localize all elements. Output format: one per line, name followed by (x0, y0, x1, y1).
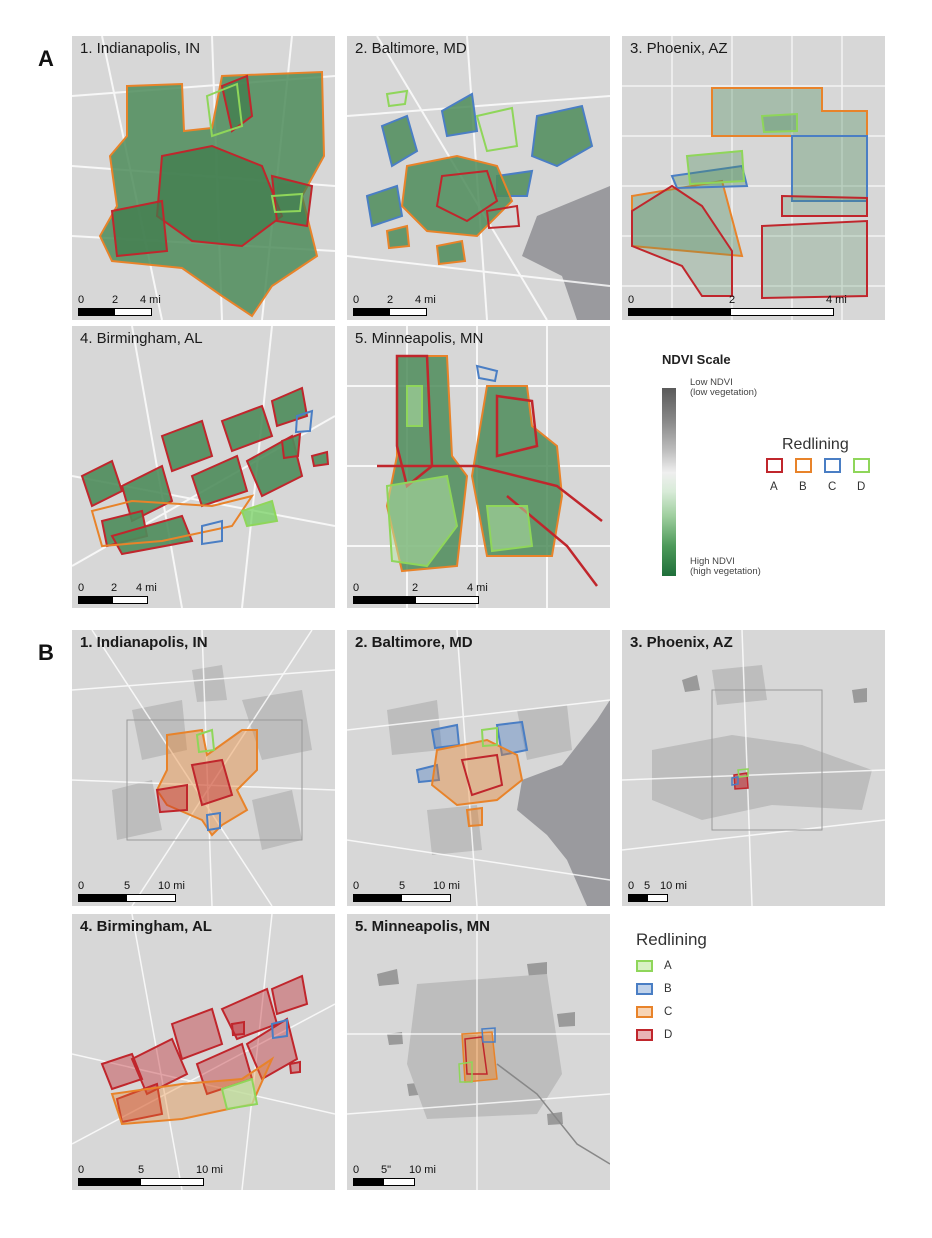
map-a4-scale-bar: 0 2 4 mi (78, 582, 157, 604)
scale-tick: 2 (412, 582, 419, 594)
scale-tick: 5 (138, 1164, 145, 1176)
legend-b-swatch-b (636, 983, 653, 995)
ndvi-high-label: High NDVI (high vegetation) (690, 557, 761, 577)
scale-tick: 0 (78, 880, 85, 892)
ndvi-high-line1: High NDVI (690, 556, 735, 567)
scale-tick: 2 (729, 294, 736, 306)
map-b2-title: 2. Baltimore, MD (355, 634, 473, 651)
map-a-phoenix-canvas (622, 36, 885, 320)
legend-a-label-b: B (799, 481, 807, 493)
map-a1-scale-bar: 0 2 4 mi (78, 294, 161, 316)
legend-a-label-d: D (857, 481, 866, 493)
scale-tick: 4 mi (140, 294, 161, 306)
scale-tick: 4 mi (467, 582, 488, 594)
map-a-minneapolis: 5. Minneapolis, MN 0 2 4 mi (347, 326, 610, 608)
legend-a-swatch-d (853, 458, 870, 473)
scale-tick: 2 (387, 294, 394, 306)
map-a4-title: 4. Birmingham, AL (80, 330, 203, 347)
map-b-baltimore-canvas (347, 630, 610, 906)
map-b-indianapolis: 1. Indianapolis, IN 0 5 10 mi (72, 630, 335, 906)
map-b-baltimore: 2. Baltimore, MD 0 5 10 mi (347, 630, 610, 906)
ndvi-low-line2: (low vegetation) (690, 387, 758, 398)
map-b4-scale-bar: 0 5 10 mi (78, 1164, 223, 1186)
scale-tick: 10 mi (433, 880, 460, 892)
legend-b-swatch-d (636, 1029, 653, 1041)
map-b-indianapolis-canvas (72, 630, 335, 906)
map-b-minneapolis-canvas (347, 914, 610, 1190)
ndvi-high-line2: (high vegetation) (690, 566, 761, 577)
map-a-indianapolis-canvas (72, 36, 335, 320)
map-b2-scale-bar: 0 5 10 mi (353, 880, 460, 902)
scale-tick: 0 (78, 294, 85, 306)
scale-tick: 0 (353, 1164, 360, 1176)
map-b5-title: 5. Minneapolis, MN (355, 918, 491, 935)
map-a3-scale-bar: 0 2 4 mi (628, 294, 847, 316)
legend-a-swatch-b (795, 458, 812, 473)
scale-tick: 10 mi (660, 880, 687, 892)
map-a-baltimore: 2. Baltimore, MD 0 2 4 mi (347, 36, 610, 320)
map-b-birmingham-canvas (72, 914, 335, 1190)
scale-tick: 10 mi (409, 1164, 436, 1176)
legend-a-redlining-title: Redlining (782, 436, 849, 453)
legend-a-label-a: A (770, 481, 778, 493)
map-b5-scale-bar: 0 5" 10 mi (353, 1164, 436, 1186)
legend-b-swatch-c (636, 1006, 653, 1018)
map-a-baltimore-canvas (347, 36, 610, 320)
map-a5-scale-bar: 0 2 4 mi (353, 582, 488, 604)
legend-b-swatch-a (636, 960, 653, 972)
ndvi-low-label: Low NDVI (low vegetation) (690, 378, 757, 398)
ndvi-color-ramp (662, 388, 676, 576)
map-a-minneapolis-canvas (347, 326, 610, 608)
scale-tick: 2 (112, 294, 119, 306)
legend-b-label-d: D (664, 1029, 673, 1041)
map-b3-scale-bar: 0 5 10 mi (628, 880, 687, 902)
scale-tick: 5 (399, 880, 406, 892)
scale-tick: 5 (644, 880, 651, 892)
legend-a-swatch-a (766, 458, 783, 473)
legend-a-label-c: C (828, 481, 837, 493)
scale-tick: 0 (628, 294, 635, 306)
map-b3-title: 3. Phoenix, AZ (630, 634, 733, 651)
map-b-phoenix: 3. Phoenix, AZ 0 5 10 mi (622, 630, 885, 906)
legend-b-redlining-title: Redlining (636, 930, 707, 949)
map-a5-title: 5. Minneapolis, MN (355, 330, 484, 347)
map-b1-scale-bar: 0 5 10 mi (78, 880, 185, 902)
legend-a-swatch-c (824, 458, 841, 473)
map-b4-title: 4. Birmingham, AL (80, 918, 212, 935)
panel-label-b: B (38, 640, 54, 665)
ndvi-scale-title: NDVI Scale (662, 352, 731, 367)
scale-tick: 0 (353, 880, 360, 892)
map-b-minneapolis: 5. Minneapolis, MN 0 5" 10 mi (347, 914, 610, 1190)
scale-tick: 5" (381, 1164, 392, 1176)
map-a3-title: 3. Phoenix, AZ (630, 40, 728, 57)
ndvi-low-line1: Low NDVI (690, 377, 733, 388)
map-a-birmingham-canvas (72, 326, 335, 608)
panel-label-a: A (38, 46, 54, 71)
scale-tick: 0 (78, 1164, 85, 1176)
map-a1-title: 1. Indianapolis, IN (80, 40, 201, 57)
scale-tick: 0 (353, 582, 360, 594)
legend-b-label-b: B (664, 983, 672, 995)
scale-tick: 5 (124, 880, 131, 892)
map-a-indianapolis: 1. Indianapolis, IN 0 2 4 mi (72, 36, 335, 320)
scale-tick: 2 (111, 582, 118, 594)
map-a-phoenix: 3. Phoenix, AZ 0 2 4 mi (622, 36, 885, 320)
scale-tick: 10 mi (196, 1164, 223, 1176)
legend-b-label-c: C (664, 1006, 673, 1018)
legend-b-label-a: A (664, 960, 672, 972)
scale-tick: 4 mi (136, 582, 157, 594)
map-b1-title: 1. Indianapolis, IN (80, 634, 208, 651)
map-a2-scale-bar: 0 2 4 mi (353, 294, 436, 316)
scale-tick: 0 (78, 582, 85, 594)
map-a2-title: 2. Baltimore, MD (355, 40, 467, 57)
map-a-birmingham: 4. Birmingham, AL 0 2 4 mi (72, 326, 335, 608)
scale-tick: 0 (353, 294, 360, 306)
map-b-birmingham: 4. Birmingham, AL 0 5 10 mi (72, 914, 335, 1190)
scale-tick: 4 mi (415, 294, 436, 306)
map-b-phoenix-canvas (622, 630, 885, 906)
scale-tick: 10 mi (158, 880, 185, 892)
scale-tick: 0 (628, 880, 635, 892)
scale-tick: 4 mi (826, 294, 847, 306)
